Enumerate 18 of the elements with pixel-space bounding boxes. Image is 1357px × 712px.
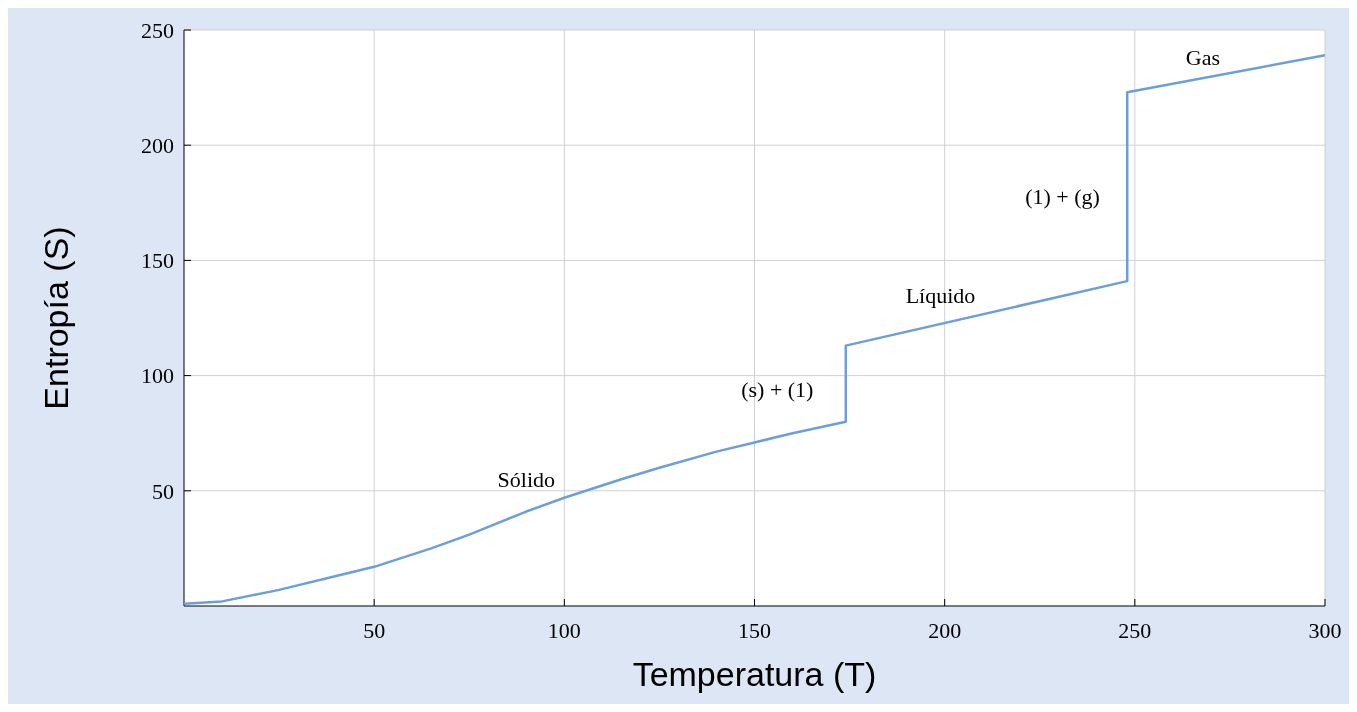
y-tick-label: 200 [141,132,174,158]
y-axis-title: Entropía (S) [37,226,75,410]
x-tick-label: 100 [547,618,581,643]
x-tick-label: 50 [363,618,386,643]
annotation: Sólido [497,466,556,492]
x-tick-label: 250 [1118,618,1152,643]
y-tick-label: 250 [141,17,174,43]
x-tick-label: 200 [928,618,962,643]
annotation: Líquido [905,282,976,308]
x-tick-label: 300 [1308,618,1342,643]
x-tick-label: 150 [738,618,771,643]
annotation: Gas [1185,45,1221,71]
annotation: (s) + (1) [741,377,814,403]
annotation: (1) + (g) [1025,183,1100,209]
y-tick-label: 50 [152,478,174,504]
y-tick-label: 150 [141,248,174,274]
x-axis-title: Temperatura (T) [632,655,877,693]
y-tick-label: 100 [141,363,174,389]
